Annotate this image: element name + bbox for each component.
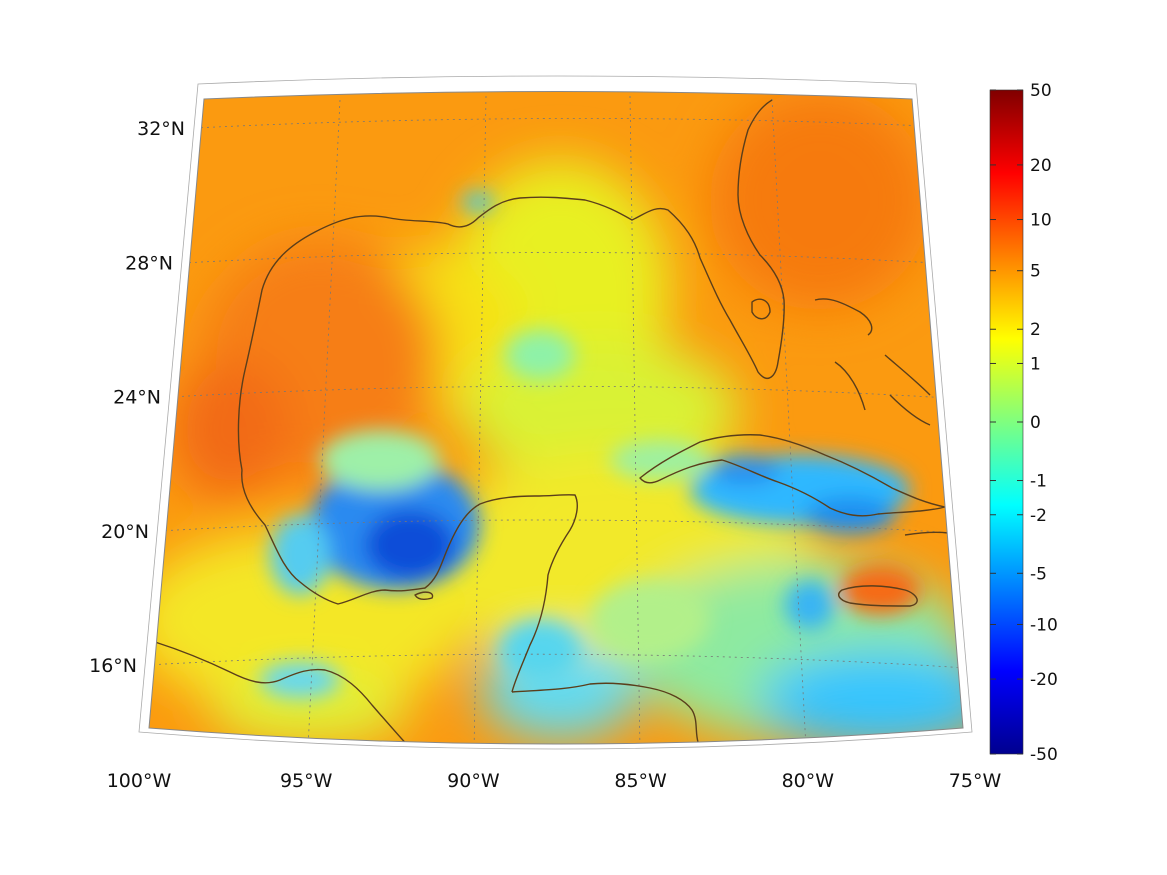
coastline-lake-okeechobee [751,298,771,320]
colorbar-tick-label: 50 [1030,81,1052,101]
graticule [149,95,963,744]
colorbar-tick-label: -50 [1030,745,1058,765]
colorbar-tick-label: 5 [1030,262,1041,282]
coastline-bahamas [814,298,931,426]
coastline-yucatan-lagoon [414,591,434,600]
coastline-jamaica [838,585,918,607]
lon-tick-label: 80°W [782,770,835,792]
lat-tick-label: 16°N [89,655,137,677]
lon-tick-label: 95°W [280,770,333,792]
coastline-us-gulf [237,99,785,471]
lat-tick-label: 32°N [137,118,185,140]
lat-tick-label: 24°N [113,387,161,409]
map-outer-frame [138,75,973,750]
latitude-tick-labels: 32°N 28°N 24°N 20°N 16°N [89,118,185,677]
lat-tick-label: 28°N [125,252,173,274]
lon-tick-label: 85°W [614,770,667,792]
colorbar-tick-label: 2 [1030,320,1041,340]
coastline-hispaniola [904,531,949,536]
lon-tick-label: 75°W [949,770,1002,792]
colorbar-tick-label: -20 [1030,670,1058,690]
coastline-pacific [154,641,411,744]
lat-tick-label: 20°N [101,521,149,543]
colorbar-tick-label: -10 [1030,615,1058,635]
longitude-tick-labels: 100°W 95°W 90°W 85°W 80°W 75°W [107,770,1002,792]
colorbar-tick-label: 10 [1030,211,1052,231]
map-field [149,91,963,744]
coastlines [154,99,949,744]
lon-tick-label: 100°W [107,770,172,792]
colorbar-tick-label: 0 [1030,413,1041,433]
coastline-mexico-east [241,469,578,693]
lon-tick-label: 90°W [447,770,500,792]
coastline-cuba [639,434,946,517]
colorbar-tick-label: 1 [1030,354,1041,374]
colorbar-tick-label: -1 [1030,472,1047,492]
coastline-central-america [511,682,699,743]
map-frame [148,91,964,745]
colorbar-tick-label: 20 [1030,156,1052,176]
colorbar-tick-label: -2 [1030,506,1047,526]
colorbar-tick-label: -5 [1030,564,1047,584]
